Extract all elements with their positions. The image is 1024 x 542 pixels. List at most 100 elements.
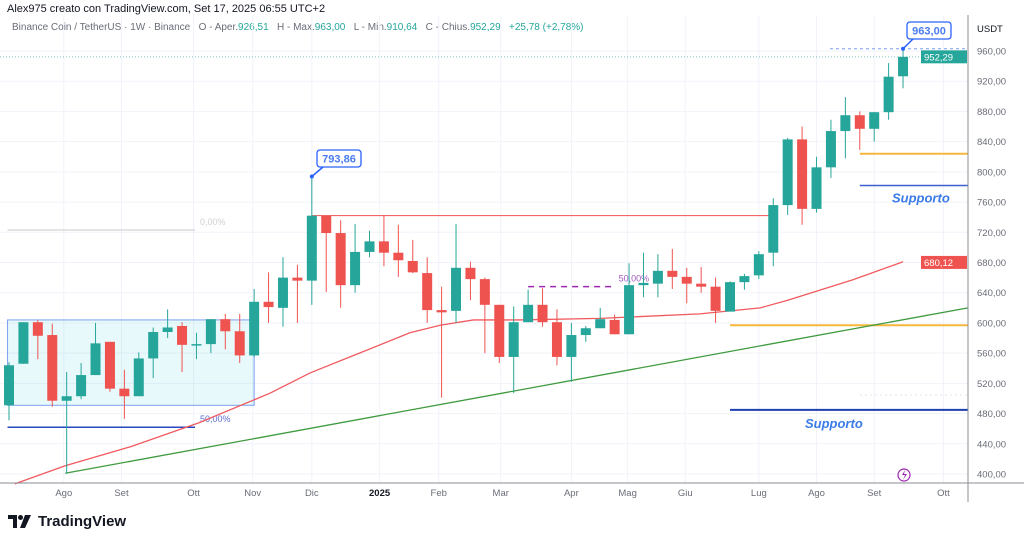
candle-up [451, 267, 462, 311]
price-tick-label: 400,00 [977, 470, 1006, 481]
lightning-icon-glyph [902, 470, 907, 480]
high-label: H - Max. [276, 22, 315, 33]
candle-up [768, 205, 779, 253]
candle-down [220, 319, 231, 332]
candle-up [4, 365, 14, 406]
candle-down [537, 304, 548, 323]
time-tick-label: Feb [431, 488, 447, 499]
tradingview-logo-text: TradingView [38, 513, 127, 530]
time-tick-label: Set [114, 488, 129, 499]
low-value: 910,64 [386, 22, 418, 33]
currency-label: USDT [977, 24, 1003, 35]
fib-50-purple-label: 50,00% [619, 274, 650, 284]
candle-up [148, 332, 159, 359]
candle-up [18, 322, 29, 364]
price-tick-label: 840,00 [977, 137, 1006, 148]
candle-down [854, 115, 865, 129]
price-tick-label: 520,00 [977, 379, 1006, 390]
time-tick-label: Mag [618, 488, 636, 499]
price-tick-label: 480,00 [977, 409, 1006, 420]
last-price-badge [921, 50, 967, 64]
candle-up [508, 322, 519, 357]
candle-up [61, 396, 72, 401]
candle-down [551, 322, 562, 357]
candle-down [422, 273, 433, 311]
symbol-label[interactable]: Binance Coin / TetherUS · 1W · Binance [12, 22, 191, 33]
fib-0-label: 0,00% [200, 217, 226, 227]
candle-up [753, 254, 764, 276]
high-callout-2-pointer [902, 38, 914, 50]
open-label: O - Aper. [198, 22, 239, 33]
candle-up [725, 282, 735, 312]
moving-average-line [14, 261, 904, 485]
price-tick-label: 680,00 [977, 258, 1006, 269]
candle-down [667, 270, 678, 277]
price-tick-label: 640,00 [977, 288, 1006, 299]
price-tick-label: 920,00 [977, 77, 1006, 88]
candle-up [306, 215, 317, 281]
candle-down [393, 252, 404, 261]
ma-value-badge [921, 255, 967, 269]
high-callout-1-dot [309, 174, 314, 179]
candle-up [580, 328, 591, 336]
time-tick-label: Dic [305, 488, 319, 499]
last-price-badge-text: 952,29 [924, 52, 953, 63]
time-tick-label: 2025 [369, 488, 391, 499]
price-tick-label: 880,00 [977, 107, 1006, 118]
high-callout-2-box [906, 21, 952, 40]
low-label: L - Min. [353, 22, 387, 33]
candle-up [133, 358, 144, 397]
candle-up [739, 276, 750, 283]
candle-down [681, 276, 692, 284]
high-callout-1-pointer [311, 166, 324, 178]
candle-up [898, 56, 909, 77]
candle-down [797, 139, 808, 209]
candle-up [840, 115, 851, 132]
candle-up [638, 282, 649, 286]
price-tick-label: 960,00 [977, 47, 1006, 58]
candle-down [177, 325, 188, 345]
range-box [7, 319, 255, 406]
time-tick-label: Ott [187, 488, 200, 499]
close-value: 952,29 [470, 22, 501, 33]
candle-up [566, 335, 577, 357]
tradingview-logo-icon [8, 514, 31, 528]
close-label: C - Chius. [425, 22, 471, 33]
candle-up [350, 251, 361, 286]
fib-50-label: 50,00% [200, 414, 231, 424]
time-tick-label: Set [867, 488, 882, 499]
candle-down [32, 322, 43, 336]
candle-up [595, 319, 606, 329]
time-tick-label: Nov [244, 488, 261, 499]
high-callout-2-dot [901, 46, 906, 51]
tradingview-logo[interactable]: TradingView [8, 513, 126, 530]
time-tick-label: Lug [751, 488, 767, 499]
price-tick-label: 720,00 [977, 228, 1006, 239]
high-callout-1-text: 793,86 [322, 154, 356, 166]
candle-down [335, 233, 346, 286]
candle-down [321, 215, 332, 234]
candle-down [710, 286, 721, 311]
candle-down [494, 304, 505, 357]
ohlc-legend: Binance Coin / TetherUS · 1W · Binance O… [12, 22, 584, 33]
candle-down [263, 301, 274, 308]
candle-up [825, 131, 836, 168]
candle-up [869, 112, 880, 129]
candle-down [292, 277, 303, 281]
candle-up [205, 319, 216, 345]
candle-up [624, 285, 635, 335]
candle-up [883, 76, 894, 113]
candle-down [47, 335, 58, 401]
high-callout-2-text: 963,00 [912, 26, 946, 38]
chart-credit: Alex975 creato con TradingView.com, Set … [7, 3, 326, 15]
time-tick-label: Apr [564, 488, 579, 499]
candle-down [234, 331, 245, 356]
candle-up [652, 270, 663, 284]
candle-down [119, 388, 130, 397]
candle-down [407, 261, 418, 273]
candle-down [436, 310, 447, 313]
candle-up [811, 167, 822, 209]
price-chart[interactable]: 0,00% 50,00% 50,00% Supporto Supporto 793,86 9… [0, 0, 1024, 510]
time-tick-label: Giu [678, 488, 693, 499]
price-tick-label: 600,00 [977, 318, 1006, 329]
